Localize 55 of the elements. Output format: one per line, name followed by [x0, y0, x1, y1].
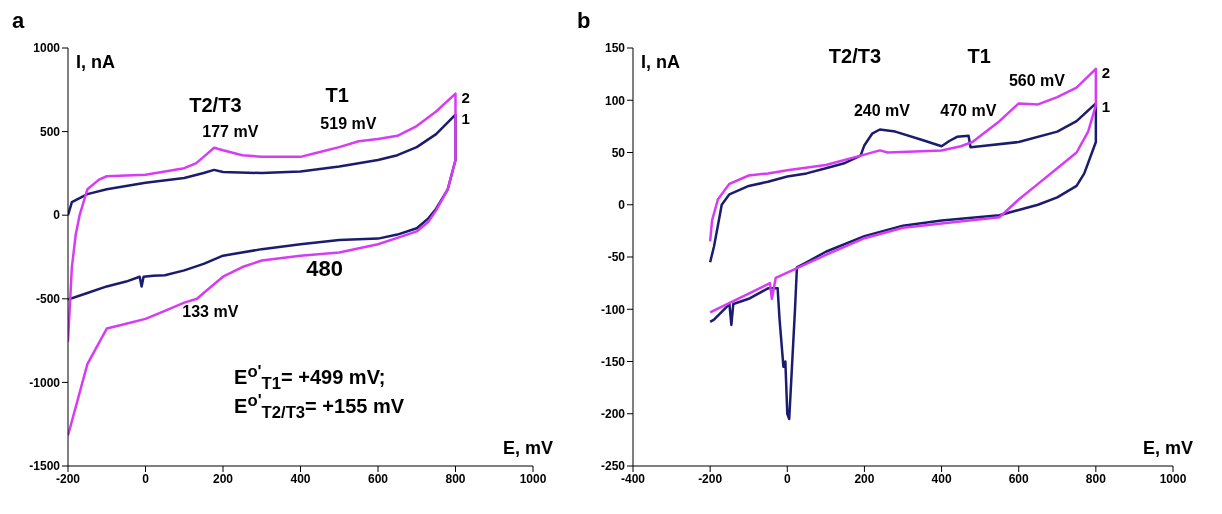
annotation: T1 — [967, 44, 991, 68]
y-tick-label: -1000 — [29, 375, 61, 390]
x-tick-label: 0 — [783, 471, 791, 486]
y-tick-label: -100 — [600, 302, 626, 317]
y-tick-label: -50 — [607, 250, 626, 265]
annotation: E$^{o'}$$_{T2/T3}$= +155 mV — [234, 391, 405, 423]
y-tick-label: -500 — [35, 292, 61, 307]
annotation: 240 mV — [853, 101, 910, 120]
x-tick-label: 600 — [367, 471, 389, 486]
y-tick-label: 500 — [39, 124, 61, 139]
annotation: T2/T3 — [828, 44, 882, 68]
chart-title: a — [12, 8, 25, 34]
y-axis-title: I, nA — [76, 52, 115, 73]
x-tick-label: 800 — [445, 471, 466, 486]
line-series — [708, 102, 1098, 421]
x-tick-label: -200 — [698, 471, 723, 486]
series-label: 2 — [1101, 63, 1111, 81]
y-axis-title: I, nA — [641, 52, 680, 73]
x-tick-label: 400 — [931, 471, 952, 486]
annotation: 133 mV — [182, 303, 239, 322]
x-tick-label: 0 — [142, 471, 150, 486]
annotation: 480 — [306, 255, 344, 282]
x-tick-label: 1000 — [519, 471, 547, 486]
series-label: 1 — [461, 109, 470, 127]
line-series — [708, 67, 1098, 314]
annotation: T2/T3 — [189, 93, 242, 117]
y-tick-label: 50 — [611, 145, 626, 160]
y-tick-label: 150 — [604, 41, 626, 56]
x-tick-label: 1000 — [1159, 471, 1187, 486]
annotation: 177 mV — [202, 123, 259, 142]
x-tick-label: -400 — [620, 471, 646, 486]
annotation: 519 mV — [320, 115, 377, 134]
x-axis-title: E, mV — [502, 438, 553, 459]
y-tick-label: -150 — [600, 354, 626, 369]
x-tick-label: -200 — [55, 471, 81, 486]
annotation: T1 — [325, 83, 349, 107]
x-tick-label: 600 — [1008, 471, 1030, 486]
x-tick-label: 200 — [212, 471, 234, 486]
y-tick-label: 1000 — [33, 41, 61, 56]
y-tick-label: 0 — [618, 198, 626, 213]
x-tick-label: 200 — [854, 471, 875, 486]
series-label: 2 — [461, 88, 470, 106]
annotation: 470 mV — [940, 101, 997, 120]
y-tick-label: 0 — [53, 208, 61, 223]
x-tick-label: 800 — [1085, 471, 1107, 486]
annotation: E$^{o'}$$_{T1}$= +499 mV; — [234, 361, 386, 394]
x-tick-label: 400 — [290, 471, 311, 486]
x-axis-title: E, mV — [1142, 438, 1193, 459]
y-tick-label: -250 — [600, 459, 626, 474]
y-tick-label: -1500 — [29, 459, 61, 474]
series-label: 1 — [1101, 98, 1111, 116]
y-tick-label: -200 — [600, 407, 626, 422]
chart-title: b — [577, 8, 591, 34]
annotation: 560 mV — [1008, 71, 1065, 90]
y-tick-label: 100 — [604, 93, 626, 108]
